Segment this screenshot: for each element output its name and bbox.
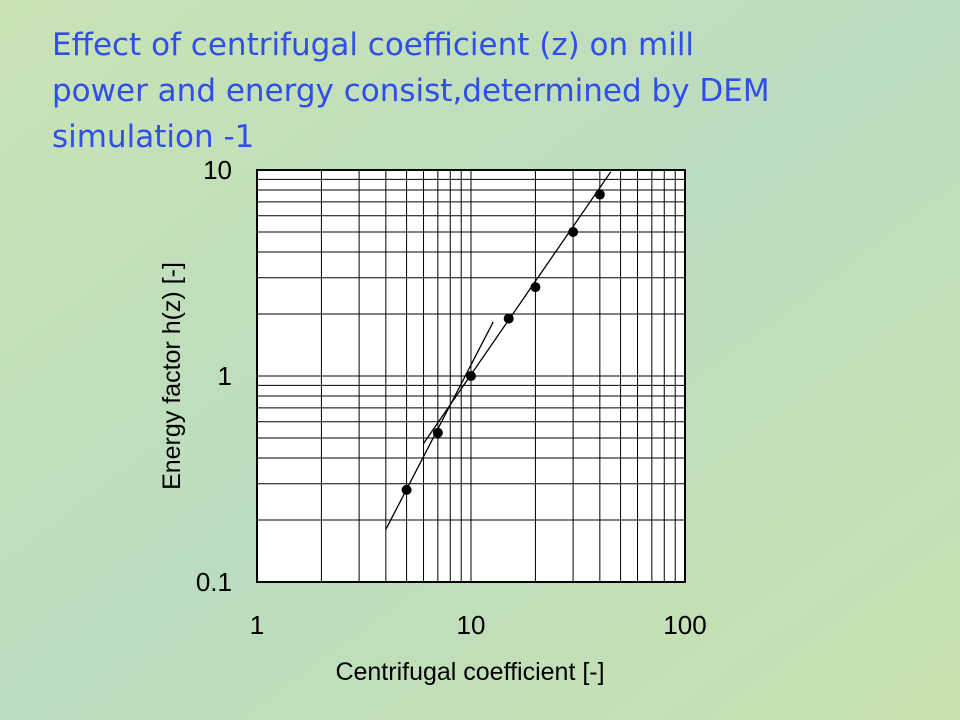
y-tick-label: 0.1: [196, 567, 232, 597]
data-point: [466, 371, 476, 381]
data-point: [401, 484, 412, 495]
y-tick-label: 1: [218, 361, 232, 391]
title-line: power and energy consist,determined by D…: [52, 73, 770, 109]
data-point: [568, 227, 579, 238]
data-point: [432, 427, 443, 438]
title-line: Effect of centrifugal coefficient (z) on…: [52, 27, 694, 63]
fit-line: [422, 171, 612, 444]
plot-area: 1 10 100 0.1 1 10: [196, 155, 707, 640]
fit-line: [385, 321, 494, 530]
x-axis-label: Centrifugal coefficient [-]: [335, 658, 604, 686]
plot-border: [256, 169, 686, 583]
title-line: simulation -1: [52, 119, 254, 155]
data-point: [530, 282, 541, 293]
y-tick-label: 10: [203, 155, 232, 185]
x-tick-label: 1: [250, 610, 264, 640]
y-axis-label: Energy factor h(z) [-]: [158, 262, 186, 490]
data-point: [594, 189, 605, 200]
x-tick-label: 10: [457, 610, 486, 640]
data-point: [503, 313, 514, 324]
x-tick-label: 100: [663, 610, 706, 640]
